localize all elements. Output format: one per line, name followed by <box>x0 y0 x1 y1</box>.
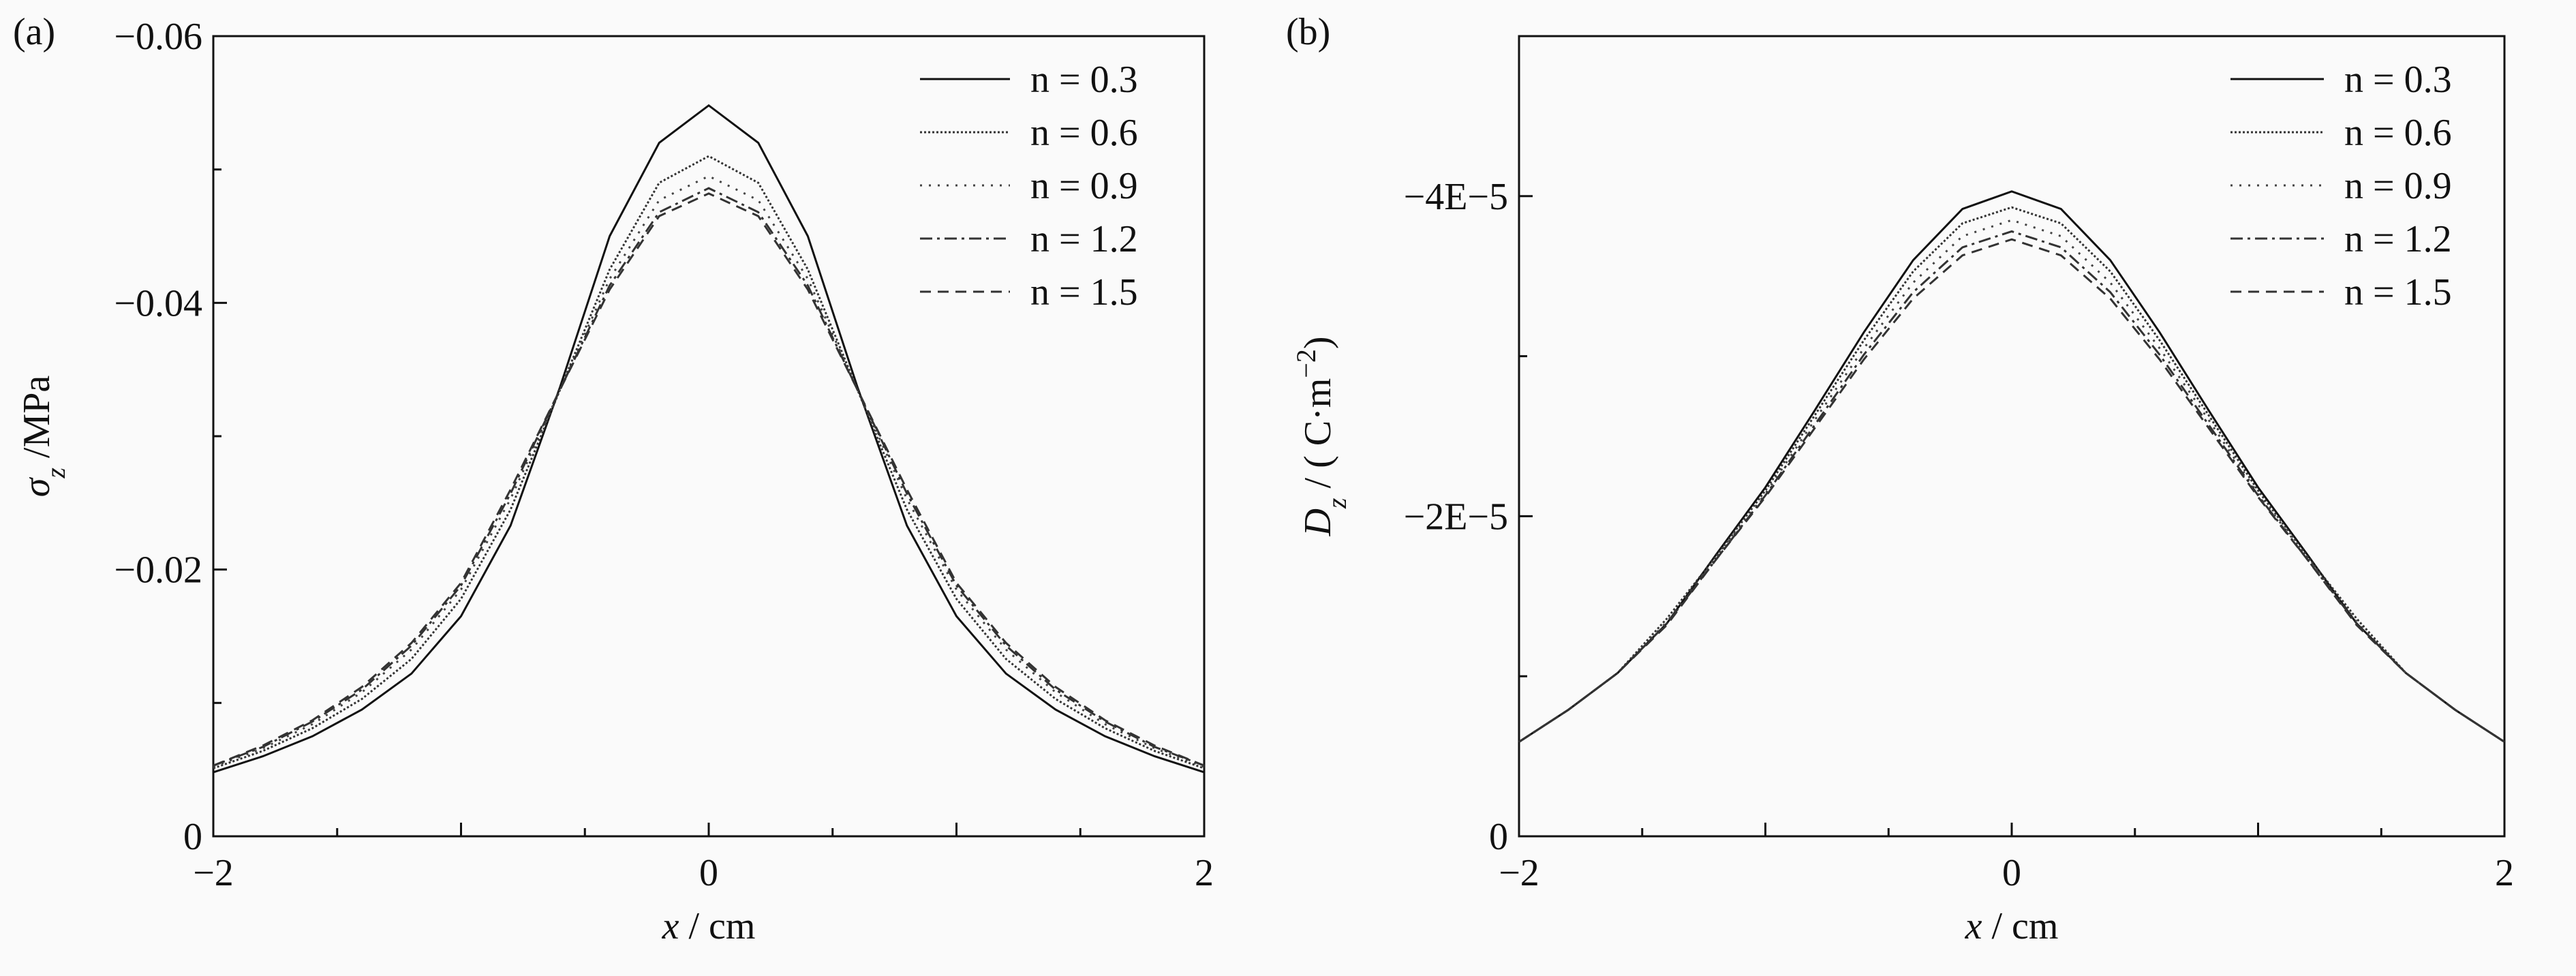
legend-label: n = 0.9 <box>2344 165 2452 207</box>
series-line <box>213 104 1205 774</box>
legend-label: n = 0.3 <box>1030 59 1138 101</box>
label-part: / ( C·m <box>1297 378 1339 498</box>
y-tick-label: 0 <box>1489 816 1508 858</box>
legend-label: n = 0.6 <box>2344 112 2452 154</box>
series-line <box>213 174 1205 768</box>
y-tick-label: −0.02 <box>114 549 202 592</box>
label-part: ) <box>1297 336 1339 349</box>
series-line <box>1518 238 2505 743</box>
axis-label: Dz / ( C·m−2) <box>1291 336 1352 536</box>
label-part: σ <box>16 476 58 497</box>
legend-label: n = 0.9 <box>1030 165 1138 207</box>
y-tick-label: −0.06 <box>114 16 202 58</box>
label-part: z <box>40 468 71 479</box>
label-part: / cm <box>1982 905 2058 947</box>
legend-label: n = 1.5 <box>1030 271 1138 314</box>
y-tick-label: −4E−5 <box>1404 176 1508 218</box>
label-part: x <box>662 905 679 947</box>
x-tick-label: 2 <box>1195 852 1214 894</box>
legend-label: n = 0.6 <box>1030 112 1138 154</box>
label-part: −2 <box>1291 349 1321 378</box>
x-tick-label: 0 <box>2002 852 2021 894</box>
plot-frame <box>212 35 1206 838</box>
legend-label: n = 1.5 <box>2344 271 2452 314</box>
series-line <box>213 187 1205 767</box>
y-tick-label: −2E−5 <box>1404 495 1508 538</box>
x-tick-label: 0 <box>699 852 718 894</box>
x-tick-label: 2 <box>2495 852 2514 894</box>
axis-label: x / cm <box>662 905 756 947</box>
axis-label: σz /MPa <box>16 376 71 498</box>
series-line <box>1518 219 2505 743</box>
label-part: / cm <box>679 905 755 947</box>
series-line <box>1518 230 2505 743</box>
panel-label: (a) <box>13 11 55 53</box>
y-tick-label: −0.04 <box>114 282 202 324</box>
label-part: D <box>1297 508 1339 536</box>
legend-label: n = 1.2 <box>2344 218 2452 260</box>
x-tick-label: −2 <box>1499 852 1539 894</box>
panel-label: (b) <box>1286 11 1330 53</box>
series-line <box>1518 206 2505 743</box>
legend-label: n = 0.3 <box>2344 59 2452 101</box>
legend-label: n = 1.2 <box>1030 218 1138 260</box>
label-part: z <box>1321 498 1352 509</box>
plot-frame <box>1518 35 2506 838</box>
label-part: /MPa <box>16 376 58 468</box>
x-tick-label: −2 <box>193 852 234 894</box>
label-part: x <box>1965 905 1982 947</box>
series-line <box>213 155 1205 769</box>
y-tick-label: 0 <box>183 816 202 858</box>
series-line <box>213 192 1205 767</box>
axis-label: x / cm <box>1965 905 2059 947</box>
